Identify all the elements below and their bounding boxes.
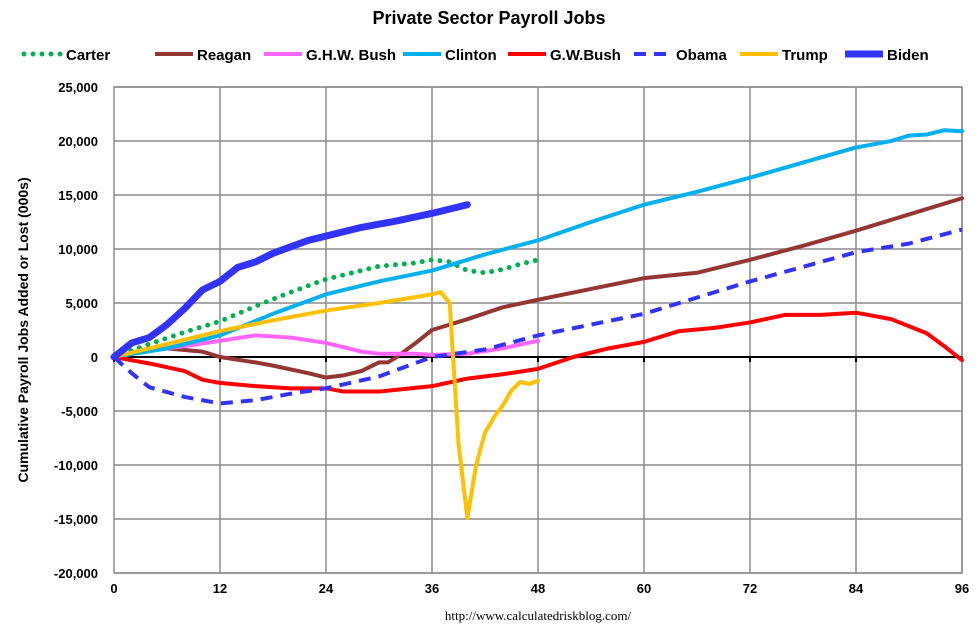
y-tick-label: 0 <box>91 350 98 365</box>
y-tick-label: 15,000 <box>58 188 98 203</box>
x-tick-label: 72 <box>743 581 757 596</box>
y-tick-label: 5,000 <box>65 296 98 311</box>
y-axis-label: Cumulative Payroll Jobs Added or Lost (0… <box>15 177 31 482</box>
legend-label: Obama <box>676 47 728 64</box>
x-tick-label: 48 <box>531 581 545 596</box>
legend-label: G.H.W. Bush <box>306 47 396 64</box>
source-url: http://www.calculatedriskblog.com/ <box>445 608 632 623</box>
x-tick-label: 24 <box>319 581 334 596</box>
x-tick-label: 84 <box>849 581 864 596</box>
legend-label: Trump <box>782 47 828 64</box>
legend-label: Reagan <box>197 47 251 64</box>
x-tick-label: 60 <box>637 581 651 596</box>
y-tick-label: 10,000 <box>58 242 98 257</box>
x-tick-label: 12 <box>213 581 227 596</box>
y-tick-label: -5,000 <box>61 404 98 419</box>
legend-label: Carter <box>66 47 110 64</box>
y-tick-label: 25,000 <box>58 80 98 95</box>
series-line-g-w-bush <box>112 310 964 394</box>
legend-label: Clinton <box>445 47 497 64</box>
y-tick-label: -15,000 <box>54 512 98 527</box>
x-tick-label: 96 <box>955 581 969 596</box>
y-tick-label: 20,000 <box>58 134 98 149</box>
series-line-biden <box>110 201 471 361</box>
legend-label: G.W.Bush <box>550 47 621 64</box>
legend-label: Biden <box>887 47 929 64</box>
y-tick-label: -20,000 <box>54 566 98 581</box>
chart-title: Private Sector Payroll Jobs <box>372 8 605 28</box>
x-tick-label: 36 <box>425 581 439 596</box>
series-line-obama <box>112 227 963 406</box>
x-tick-label: 0 <box>110 581 117 596</box>
plot-area-border <box>113 86 963 574</box>
series-line-clinton <box>112 128 964 359</box>
series-line-reagan <box>112 196 964 380</box>
series-line-carter <box>111 257 541 360</box>
y-tick-label: -10,000 <box>54 458 98 473</box>
series-line-trump <box>112 290 540 520</box>
